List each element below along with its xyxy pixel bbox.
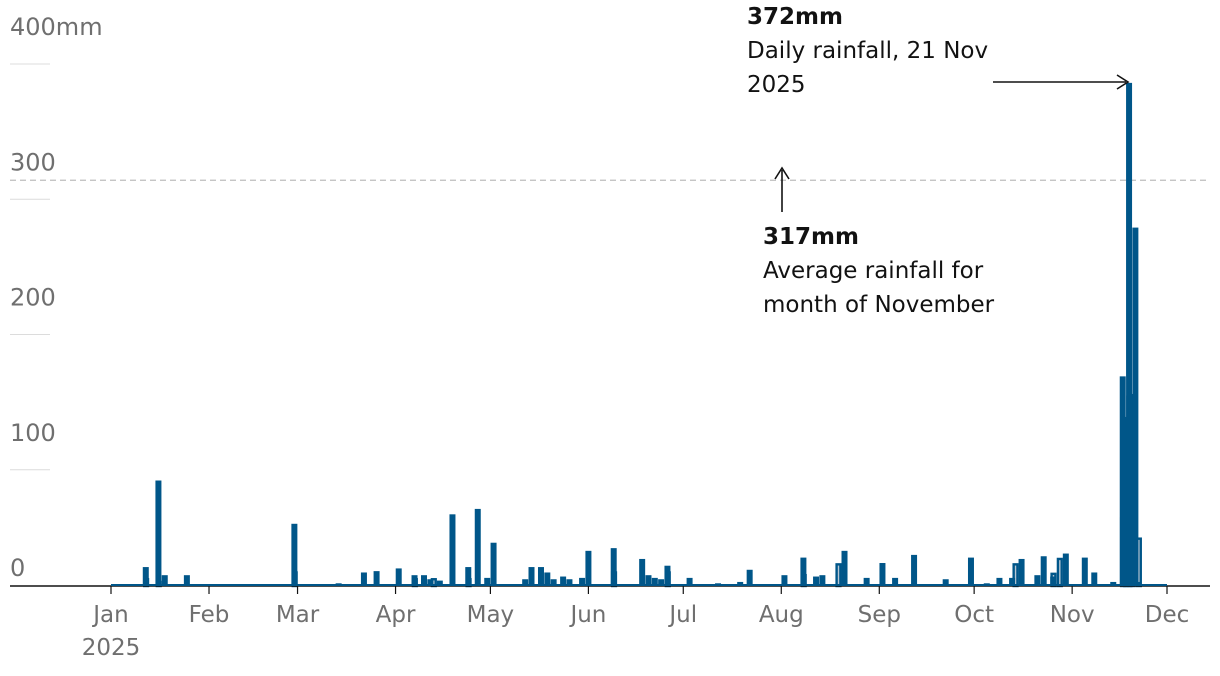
daily-rainfall-bar [436,580,443,586]
average-rainfall-bar [1056,557,1063,588]
x-axis-baseline [10,584,1210,587]
daily-rainfall-bar [1050,576,1057,586]
x-tick-label: Jan [91,602,128,628]
y-tick-label: 400mm [10,13,103,41]
annotation-max-arrowhead-icon [1116,74,1130,90]
daily-rainfall-bar [639,558,646,586]
daily-rainfall-bar [879,563,886,586]
daily-rainfall-bar [819,575,826,586]
x-tick-label: Oct [954,602,994,628]
daily-rainfall-bar [841,550,848,586]
daily-rainfall-bar [967,557,974,586]
annotation-max-line-2: 2025 [747,72,806,98]
daily-rainfall-bar [1040,556,1047,586]
annotation-max-value: 372mm [747,4,843,30]
daily-rainfall-bar [522,579,529,586]
daily-rainfall-bar [996,577,1003,586]
daily-rainfall-bar [1129,393,1136,586]
daily-rainfall-bar [1132,227,1139,586]
daily-rainfall-bar [1091,572,1098,586]
daily-rainfall-bar [566,579,573,586]
x-tick-label: Dec [1145,602,1190,628]
annotation-max-line-1: Daily rainfall, 21 Nov [747,38,988,64]
x-tick-label: Nov [1050,602,1095,628]
x-tick-label: Jul [667,602,697,628]
daily-rainfall-bar [142,567,149,586]
annotation-avg-line-1: Average rainfall for [763,258,984,284]
y-tick-labels: 0 100 200 300 400mm [10,13,103,582]
daily-rainfall-bar [781,575,788,586]
daily-rainfall-bar [544,572,551,586]
daily-rainfall-bar [1126,82,1133,587]
daily-rainfall-bar [737,581,744,586]
daily-rainfall-bar [427,579,434,586]
y-tick-label: 200 [10,284,56,312]
daily-rainfall-bar [155,480,162,586]
x-tick-labels: Jan 2025 Feb Mar Apr May Jun Jul Aug Sep Oct Nov Dec [82,586,1190,661]
daily-rainfall-bar [585,550,592,586]
daily-rainfall-bar [892,577,899,586]
annotation-monthly-average: 317mm Average rainfall for month of Nove… [763,166,995,318]
average-rainfall-bar [835,563,842,588]
daily-rainfall-bar [664,565,671,586]
daily-rainfall-bar [550,579,557,586]
x-tick-label: Jun [568,602,606,628]
daily-rainfall-bar [291,523,298,586]
daily-rainfall-bar [474,508,481,586]
daily-rainfall-bar [942,579,949,586]
daily-rainfall-bar [373,571,380,586]
daily-rainfall-bar [610,548,617,586]
daily-rainfall-bar [484,577,491,586]
x-tick-label: Sep [858,602,901,628]
daily-rainfall-bar [560,576,567,586]
x-tick-label: Apr [376,602,416,628]
daily-rainfall-bar [449,514,456,586]
daily-rainfall-bar [1009,577,1016,586]
daily-rainfall-bar [1018,558,1025,586]
daily-rainfall-bar [395,568,402,586]
daily-rainfall-bar [651,577,658,586]
daily-rainfall-bar [911,554,918,586]
daily-rainfall-bar [1135,581,1142,586]
daily-rainfall-bar [1122,416,1129,586]
y-gridlines [10,63,50,471]
daily-rainfall-bar [360,572,367,586]
daily-rainfall-bar [645,575,652,586]
annotation-avg-line-2: month of November [763,292,995,318]
y-tick-label: 300 [10,148,56,176]
daily-rainfall-bar [1034,575,1041,586]
daily-rainfall-bar [579,577,586,586]
x-tick-sublabel: 2025 [82,635,141,661]
daily-rainfall-bar [686,577,693,586]
x-tick-label: Mar [276,602,320,628]
daily-rainfall-bar [161,575,168,586]
daily-rainfall-bar [1119,376,1126,586]
daily-rainfall-bar [421,575,428,586]
y-tick-label: 100 [10,419,56,447]
daily-rainfall-bar [183,575,190,586]
daily-rainfall-bar [528,567,535,586]
x-tick-label: Feb [189,602,230,628]
daily-rainfall-bar [1062,553,1069,586]
daily-rainfall-series [142,82,1142,587]
daily-rainfall-bar [658,579,665,586]
daily-rainfall-bar [537,567,544,586]
annotation-avg-value: 317mm [763,224,859,250]
daily-rainfall-bar [813,576,820,586]
annotation-max-daily: 372mm Daily rainfall, 21 Nov 2025 [747,4,1130,98]
daily-rainfall-bar [800,557,807,586]
daily-rainfall-bar [490,542,497,586]
daily-rainfall-bar [465,567,472,586]
daily-rainfall-bar [1110,581,1117,586]
y-tick-label: 0 [10,554,25,582]
daily-rainfall-bar [746,569,753,586]
annotation-avg-arrowhead-icon [774,166,790,180]
x-tick-label: May [467,602,515,628]
daily-rainfall-bar [411,575,418,586]
daily-rainfall-bar [863,577,870,586]
x-tick-label: Aug [759,602,804,628]
daily-rainfall-bar [1081,557,1088,586]
